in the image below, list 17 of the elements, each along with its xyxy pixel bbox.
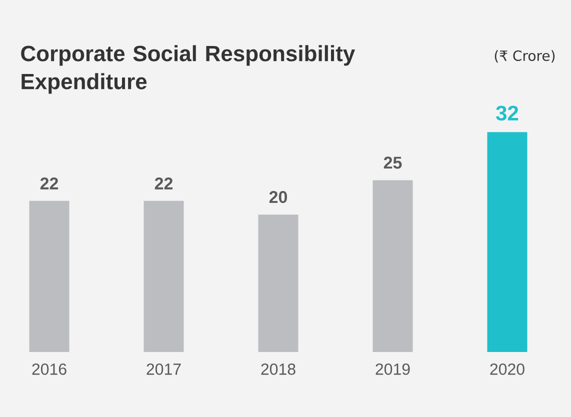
data-label: 20 [269,191,287,204]
x-tick-label: 2017 [146,364,181,375]
bar [372,180,413,352]
bar [487,132,528,352]
bar [258,214,298,352]
data-label: 32 [496,106,518,121]
bar [144,200,184,352]
chart-title: Corporate Social Responsibility Expenditure [21,45,356,94]
x-tick-label: 2016 [32,364,66,375]
data-label: 22 [40,177,58,190]
x-tick-label: 2019 [376,364,410,375]
bar [29,200,70,352]
data-label: 25 [384,156,402,169]
x-tick-label: 2018 [261,364,296,375]
text: (₹ Crore) [494,50,555,63]
data-label: 22 [154,177,173,190]
x-tick-label: 2020 [490,364,524,375]
